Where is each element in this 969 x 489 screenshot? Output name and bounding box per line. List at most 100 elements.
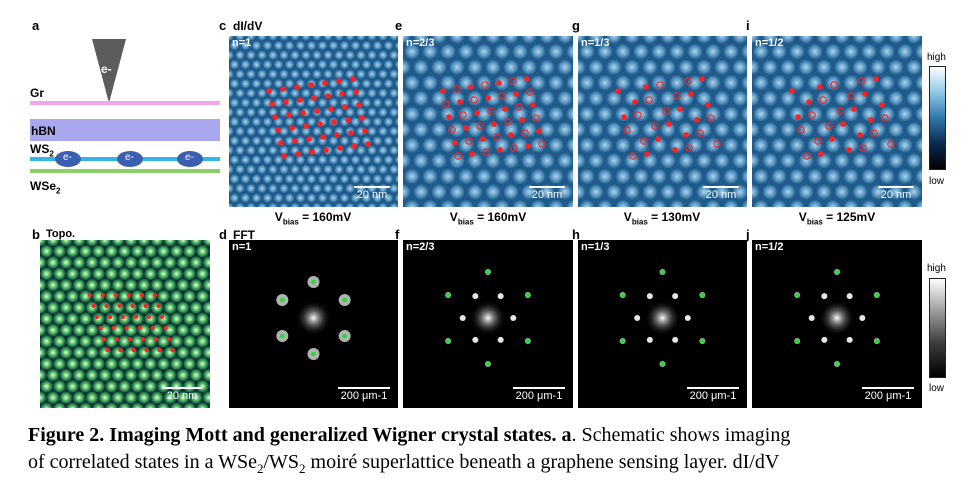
didv-image-n2-3: n=2/3 20 nm	[403, 36, 573, 207]
moire-site	[632, 137, 650, 154]
electron-marker	[348, 130, 354, 136]
moire-site	[797, 59, 815, 76]
electron-marker	[818, 151, 824, 157]
moire-site	[788, 137, 806, 154]
panel-label-b: b	[32, 227, 40, 242]
lattice-site	[183, 357, 196, 371]
electron-marker	[459, 111, 467, 119]
moire-site	[565, 105, 573, 122]
moire-site	[641, 152, 659, 169]
moire-site	[372, 40, 383, 51]
moire-site	[356, 69, 366, 80]
fft-peak	[459, 315, 466, 321]
electron-dot	[147, 315, 151, 319]
lattice-site	[111, 346, 125, 360]
moire-site	[547, 105, 565, 123]
moire-site	[290, 202, 300, 207]
electron-dot	[143, 304, 148, 308]
moire-site	[301, 183, 311, 194]
moire-site	[356, 164, 366, 175]
electron-marker	[846, 147, 852, 153]
fft-filling-label: n=1/3	[581, 241, 610, 253]
electron-dot	[91, 304, 96, 308]
moire-site	[704, 74, 722, 91]
electron-marker	[306, 136, 312, 142]
fft-peak	[846, 293, 853, 300]
electron-marker	[351, 143, 357, 149]
moire-site	[587, 59, 605, 76]
moire-site	[235, 50, 245, 61]
moire-site	[262, 59, 273, 70]
lattice-site	[196, 402, 209, 408]
moire-site	[317, 192, 328, 203]
lattice-site	[131, 357, 144, 371]
moire-site	[668, 199, 686, 207]
bragg-marker	[445, 338, 451, 344]
didv-scale-bar: 20 nm	[354, 186, 390, 201]
moire-site	[556, 59, 573, 76]
electron-marker	[292, 138, 298, 144]
colorbar-high-label: high	[927, 263, 946, 274]
moire-site	[833, 90, 851, 107]
moire-site	[905, 152, 922, 169]
moire-site	[403, 74, 421, 91]
moire-site	[334, 164, 344, 175]
moire-site	[372, 192, 383, 203]
lattice-site	[176, 391, 190, 405]
electron-marker	[440, 88, 446, 94]
moire-site	[677, 183, 695, 200]
lattice-site	[189, 368, 203, 382]
bragg-marker	[874, 292, 880, 298]
lattice-site	[85, 256, 99, 270]
didv-image-n1: n=1 20 nm	[229, 36, 398, 207]
moire-site	[284, 59, 295, 70]
lattice-site	[202, 323, 210, 337]
moire-site	[383, 154, 394, 165]
moire-site	[565, 137, 573, 154]
lattice-site	[92, 334, 105, 348]
moire-site	[290, 107, 300, 118]
lattice-site	[196, 267, 209, 281]
electron-dot	[150, 326, 155, 330]
moire-site	[246, 88, 256, 99]
moire-site	[547, 74, 565, 91]
lattice-site	[46, 301, 60, 315]
electron-marker	[311, 95, 317, 101]
lattice-site	[183, 244, 196, 258]
moire-site	[295, 173, 306, 184]
moire-site	[229, 107, 234, 118]
moire-site	[878, 105, 896, 123]
moire-site	[878, 74, 896, 91]
lattice-site	[202, 391, 210, 405]
moire-site	[361, 154, 372, 165]
lattice-site	[209, 382, 210, 390]
lattice-site	[59, 346, 73, 360]
electron-marker	[281, 153, 287, 159]
lattice-site	[150, 301, 164, 315]
electron-marker	[446, 114, 452, 120]
moire-site	[578, 74, 596, 91]
moire-site	[448, 121, 466, 138]
lattice-site	[46, 278, 60, 292]
moire-site	[659, 152, 677, 169]
electron-marker	[337, 145, 343, 151]
moire-site	[312, 69, 322, 80]
moire-site	[605, 59, 623, 76]
lattice-site	[157, 379, 170, 393]
moire-site	[403, 121, 412, 138]
lattice-site	[40, 289, 53, 303]
moire-site	[851, 59, 869, 76]
layer-label-ws2: WS2	[30, 142, 54, 159]
moire-site	[394, 174, 398, 184]
lattice-site	[150, 240, 164, 247]
lattice-site	[40, 240, 47, 247]
moire-site	[262, 192, 273, 203]
moire-site	[704, 43, 722, 60]
moire-site	[695, 121, 713, 138]
moire-site	[740, 106, 747, 122]
lattice-site	[150, 346, 164, 360]
bragg-marker	[660, 269, 665, 275]
moire-site	[448, 152, 466, 169]
moire-site	[317, 97, 328, 108]
moire-site	[361, 173, 372, 184]
